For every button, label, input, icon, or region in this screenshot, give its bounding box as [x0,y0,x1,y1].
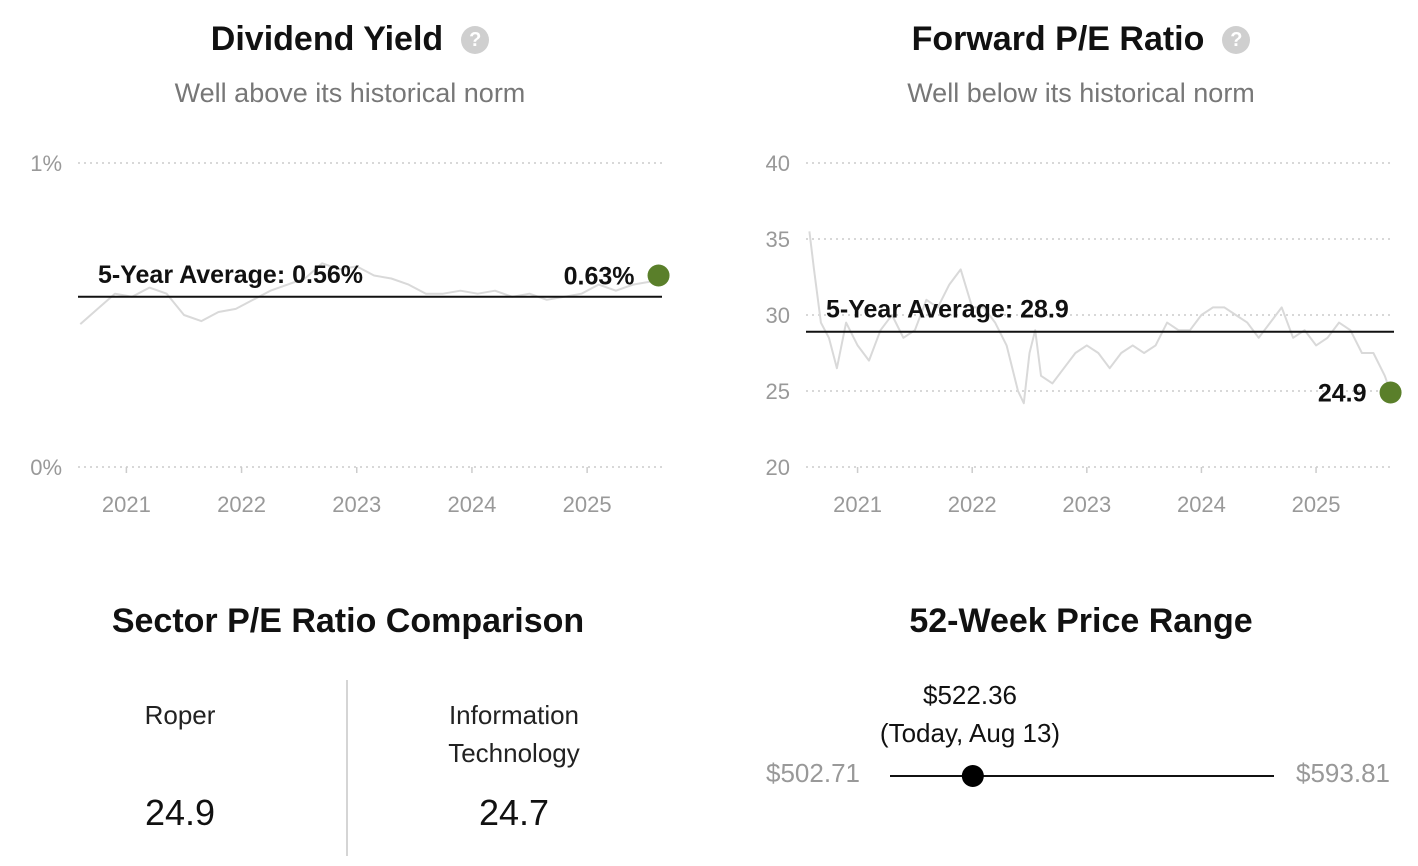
company-pe-value: 24.9 [144,792,216,833]
y-tick-label: 0% [30,455,62,480]
current-price-marker [961,765,984,787]
range-high: $593.81 [1296,758,1390,788]
current-price-note: (Today, Aug 13) [879,718,1061,748]
series-line [808,231,1392,405]
price-range-title: 52-Week Price Range [909,602,1253,640]
x-tick-label: 2025 [1292,492,1341,517]
comparison-divider [346,680,348,856]
x-tick-label: 2022 [217,492,266,517]
x-tick-label: 2022 [948,492,997,517]
dividend-yield-title: Dividend Yield [210,20,444,58]
x-tick-label: 2023 [1062,492,1111,517]
forward-pe-subtitle: Well below its historical norm [907,78,1255,108]
x-tick-label: 2023 [332,492,381,517]
sector-comparison-title: Sector P/E Ratio Comparison [111,602,585,640]
x-tick-label: 2024 [447,492,496,517]
question-circle-icon[interactable]: ? [461,25,490,54]
range-low: $502.71 [766,758,860,788]
price-range-panel: 52-Week Price Range $522.36 (Today, Aug … [740,590,1418,866]
company-label: Roper [144,700,216,730]
sector-pe-value: 24.7 [478,792,550,833]
x-tick-label: 2025 [563,492,612,517]
current-value-dot [647,264,670,287]
y-tick-label: 1% [30,151,62,176]
y-tick-label: 30 [766,303,790,328]
forward-pe-panel: Forward P/E Ratio ? Well below its histo… [740,0,1418,540]
average-label: 5-Year Average: 0.56% [98,261,363,289]
question-circle-icon[interactable]: ? [1222,25,1251,54]
current-value-label: 24.9 [1318,380,1367,408]
current-price: $522.36 [923,680,1017,710]
y-tick-label: 40 [766,151,790,176]
sector-comparison-panel: Sector P/E Ratio Comparison Roper 24.9 I… [0,590,700,866]
x-tick-label: 2021 [833,492,882,517]
forward-pe-title: Forward P/E Ratio [911,20,1205,58]
current-value-dot [1379,381,1402,404]
y-tick-label: 20 [766,455,790,480]
dividend-yield-panel: Dividend Yield ? Well above its historic… [0,0,700,540]
y-tick-label: 25 [766,379,790,404]
x-tick-label: 2024 [1177,492,1226,517]
sector-label: Information Technology [448,700,580,768]
dividend-yield-subtitle: Well above its historical norm [174,78,526,108]
current-value-label: 0.63% [564,262,635,290]
average-label: 5-Year Average: 28.9 [826,296,1069,324]
x-tick-label: 2021 [102,492,151,517]
y-tick-label: 35 [766,227,790,252]
